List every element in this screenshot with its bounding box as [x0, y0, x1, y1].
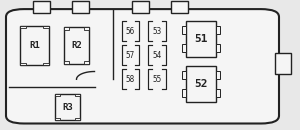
Bar: [43, 26, 49, 28]
Bar: [182, 44, 186, 52]
Text: 51: 51: [194, 34, 208, 44]
Bar: [274, 53, 291, 74]
Text: 56: 56: [126, 27, 135, 36]
FancyBboxPatch shape: [6, 9, 279, 124]
Bar: [64, 27, 89, 64]
Bar: [20, 63, 26, 65]
Text: 52: 52: [194, 79, 208, 89]
Bar: [171, 1, 188, 13]
Bar: [186, 21, 216, 57]
Bar: [20, 26, 26, 28]
Bar: [55, 118, 60, 120]
Bar: [75, 118, 80, 120]
Bar: [182, 26, 186, 34]
Bar: [182, 71, 186, 79]
Text: 58: 58: [126, 75, 135, 84]
Bar: [20, 26, 49, 65]
Bar: [182, 89, 186, 97]
Bar: [33, 1, 50, 13]
Bar: [216, 44, 220, 52]
Bar: [64, 61, 69, 64]
Text: R2: R2: [71, 41, 82, 50]
Bar: [186, 66, 216, 102]
Bar: [72, 1, 88, 13]
Bar: [55, 94, 60, 96]
Bar: [64, 27, 69, 30]
Bar: [84, 27, 89, 30]
Bar: [75, 94, 80, 96]
Text: R3: R3: [62, 103, 73, 112]
Bar: [216, 26, 220, 34]
Bar: [132, 1, 148, 13]
Text: 57: 57: [126, 51, 135, 60]
Text: 55: 55: [152, 75, 161, 84]
Bar: [216, 71, 220, 79]
Text: 54: 54: [152, 51, 161, 60]
Text: 53: 53: [152, 27, 161, 36]
Text: R1: R1: [29, 41, 40, 50]
Bar: [216, 89, 220, 97]
Bar: [84, 61, 89, 64]
Bar: [43, 63, 49, 65]
Bar: [55, 94, 80, 120]
